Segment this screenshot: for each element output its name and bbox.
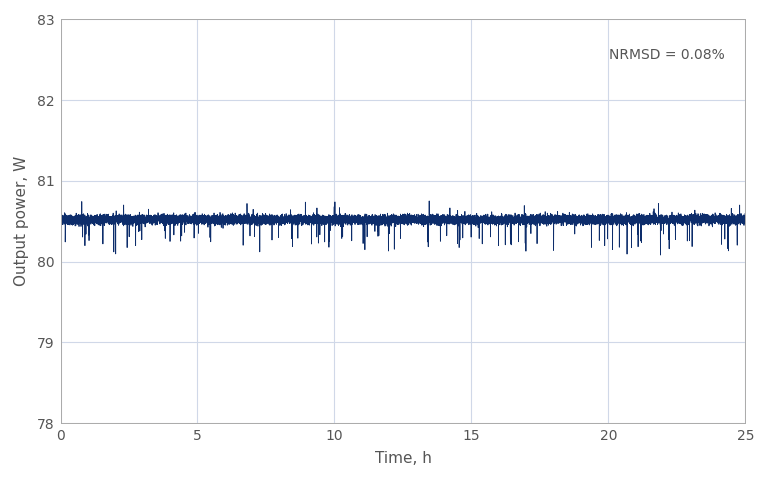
X-axis label: Time, h: Time, h [375, 451, 432, 466]
Text: NRMSD = 0.08%: NRMSD = 0.08% [609, 48, 725, 61]
Y-axis label: Output power, W: Output power, W [14, 156, 29, 287]
